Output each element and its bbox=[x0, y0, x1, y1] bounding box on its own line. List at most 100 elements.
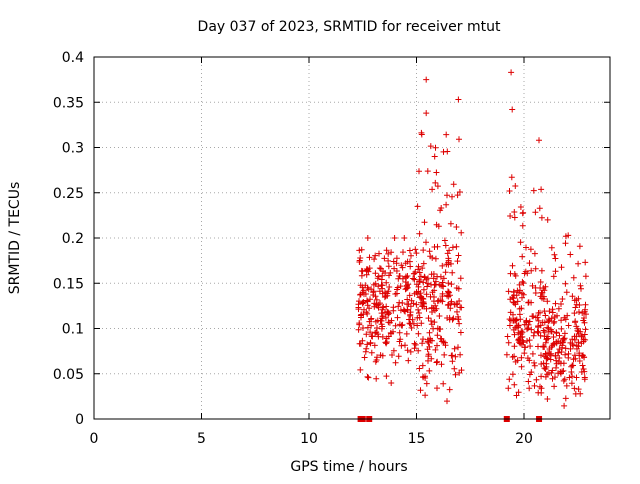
data-point bbox=[453, 285, 460, 291]
data-point bbox=[356, 340, 363, 347]
data-point bbox=[456, 320, 463, 327]
data-point bbox=[372, 252, 379, 259]
data-point bbox=[520, 209, 527, 216]
data-point bbox=[431, 294, 437, 300]
data-point bbox=[411, 340, 418, 347]
data-point bbox=[363, 331, 370, 338]
data-point bbox=[540, 296, 547, 302]
data-point bbox=[581, 331, 588, 338]
data-point bbox=[366, 254, 373, 261]
data-point bbox=[389, 352, 395, 358]
y-tick-label: 0.35 bbox=[53, 95, 84, 111]
data-point bbox=[506, 376, 513, 383]
data-point bbox=[532, 265, 539, 272]
data-point bbox=[434, 385, 440, 392]
data-point bbox=[560, 377, 567, 384]
data-point bbox=[562, 280, 569, 287]
data-point bbox=[526, 371, 533, 378]
data-point bbox=[440, 148, 447, 155]
data-point bbox=[444, 250, 451, 257]
data-point bbox=[403, 274, 410, 281]
data-point bbox=[392, 322, 399, 329]
data-point bbox=[545, 318, 552, 325]
data-point bbox=[355, 306, 362, 313]
data-point bbox=[551, 314, 558, 320]
data-point bbox=[579, 362, 586, 369]
data-point bbox=[439, 279, 446, 286]
data-point bbox=[575, 386, 582, 393]
data-point bbox=[523, 244, 529, 251]
data-point bbox=[434, 342, 440, 349]
data-point bbox=[572, 318, 579, 325]
data-point bbox=[364, 298, 371, 305]
data-point bbox=[525, 299, 532, 306]
data-point bbox=[421, 219, 428, 226]
data-point bbox=[519, 222, 526, 229]
data-point bbox=[427, 337, 434, 344]
grid-layer bbox=[94, 57, 610, 419]
data-point bbox=[357, 366, 364, 373]
data-point bbox=[565, 322, 572, 329]
data-point bbox=[415, 347, 422, 354]
data-point bbox=[530, 313, 537, 320]
data-point bbox=[510, 311, 516, 318]
data-point bbox=[425, 275, 431, 282]
data-point bbox=[541, 287, 548, 294]
data-point bbox=[417, 299, 424, 306]
data-point bbox=[576, 302, 583, 308]
data-point bbox=[535, 343, 541, 350]
data-point bbox=[524, 270, 531, 277]
data-point bbox=[423, 110, 430, 117]
data-point bbox=[367, 329, 374, 336]
data-point bbox=[383, 340, 390, 347]
data-point bbox=[432, 179, 439, 186]
data-point bbox=[529, 282, 536, 289]
data-point bbox=[377, 300, 383, 307]
x-tick-label: 15 bbox=[408, 431, 426, 447]
data-point bbox=[581, 368, 588, 375]
data-point bbox=[509, 371, 516, 378]
data-point bbox=[379, 272, 386, 279]
data-point bbox=[417, 273, 424, 280]
data-point bbox=[372, 318, 379, 325]
data-point bbox=[445, 255, 452, 262]
data-point bbox=[409, 316, 416, 323]
data-point bbox=[522, 344, 529, 351]
data-point bbox=[377, 352, 384, 359]
data-point bbox=[515, 337, 522, 343]
data-point bbox=[373, 357, 380, 363]
data-point bbox=[555, 305, 562, 312]
data-point bbox=[558, 317, 565, 324]
data-point bbox=[549, 309, 556, 316]
data-point bbox=[420, 286, 427, 293]
data-point bbox=[391, 265, 398, 272]
data-point bbox=[553, 330, 560, 337]
data-point bbox=[580, 352, 586, 359]
data-point bbox=[424, 338, 431, 345]
data-point bbox=[432, 144, 439, 151]
data-point bbox=[505, 385, 512, 392]
chart-title: Day 037 of 2023, SRMTID for receiver mtu… bbox=[198, 19, 501, 35]
data-point bbox=[513, 392, 520, 399]
data-point bbox=[396, 329, 403, 336]
data-point bbox=[367, 340, 374, 347]
data-point bbox=[385, 319, 392, 326]
data-point bbox=[394, 314, 401, 321]
data-point bbox=[432, 346, 439, 353]
data-point bbox=[569, 373, 576, 380]
data-point bbox=[454, 300, 461, 307]
data-point bbox=[385, 333, 392, 340]
data-point bbox=[438, 361, 445, 368]
data-point bbox=[562, 240, 569, 247]
data-point bbox=[570, 362, 576, 369]
data-point bbox=[532, 290, 539, 296]
data-point bbox=[563, 382, 570, 389]
data-point bbox=[376, 265, 383, 272]
data-point bbox=[383, 339, 390, 345]
data-point bbox=[506, 188, 513, 194]
data-point bbox=[569, 293, 576, 300]
data-point bbox=[426, 329, 433, 336]
data-point bbox=[544, 298, 551, 305]
data-point bbox=[452, 371, 459, 378]
x-tick-label: 0 bbox=[90, 431, 99, 447]
